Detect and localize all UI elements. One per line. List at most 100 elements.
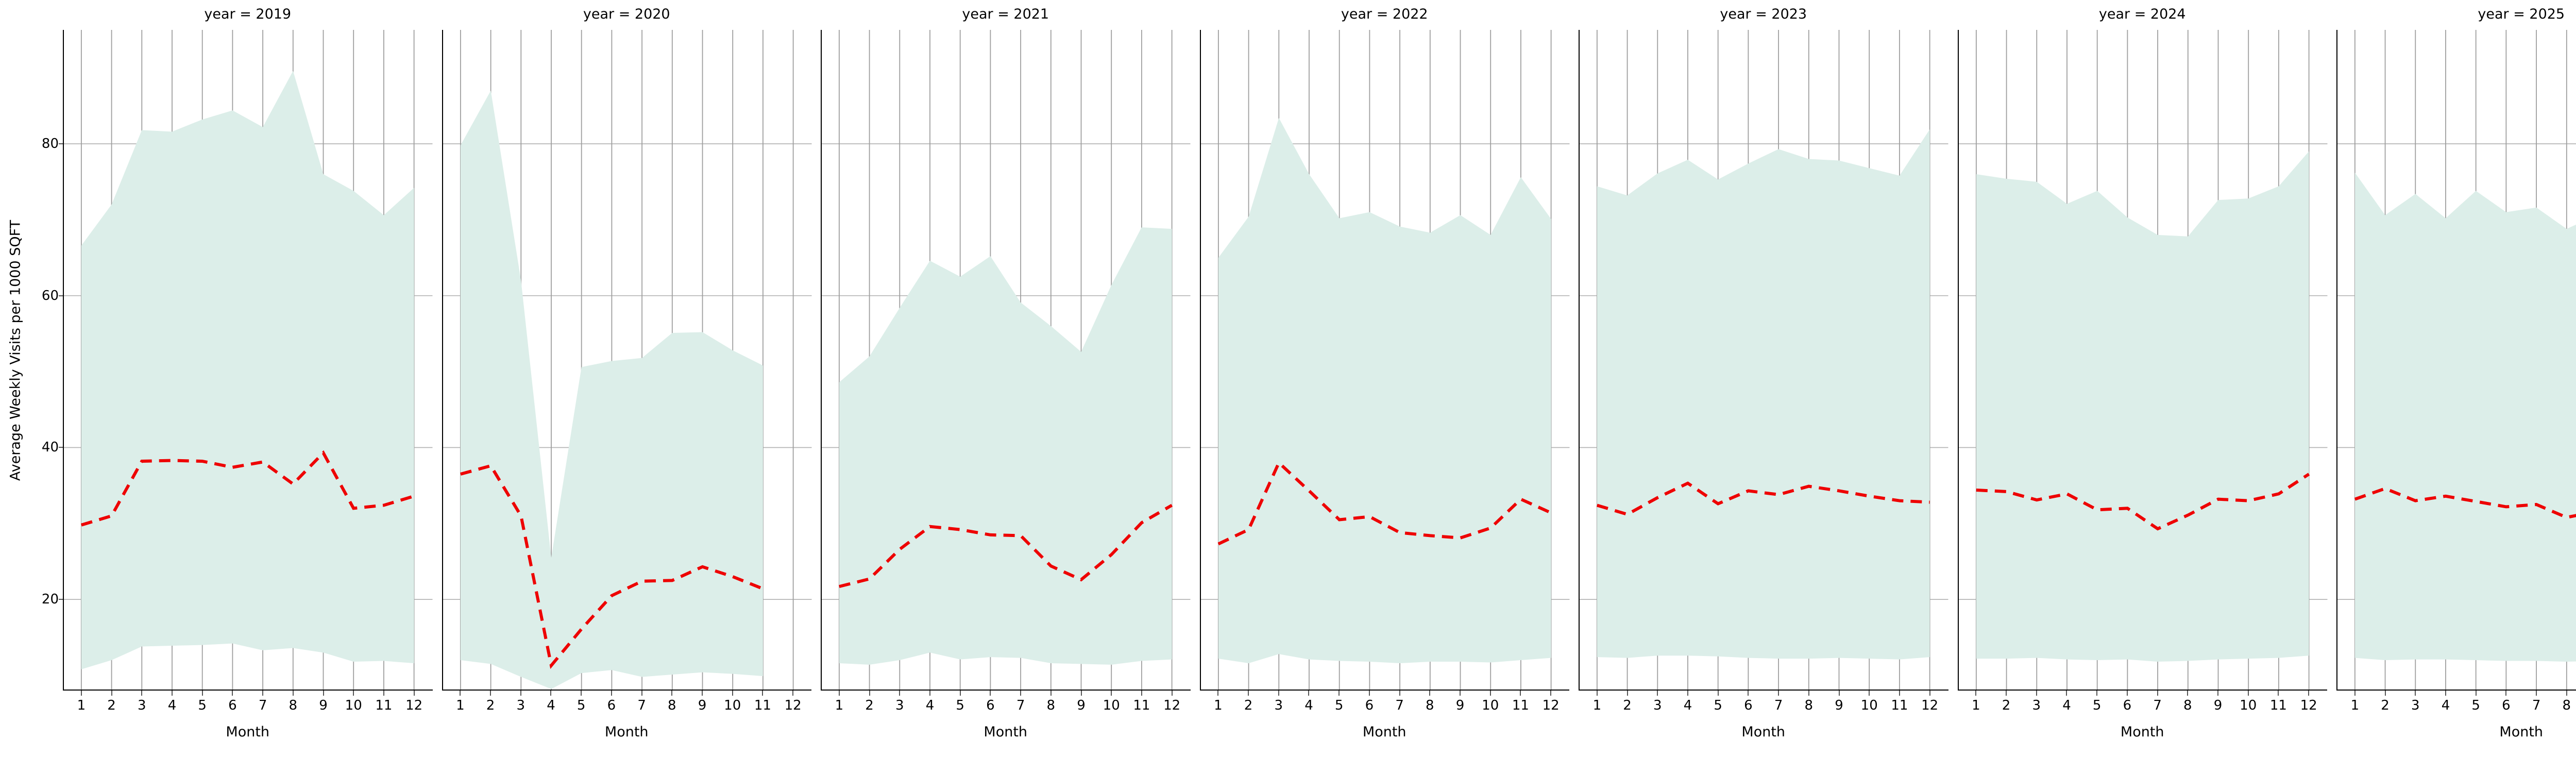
panel-title: year = 2021 [962,6,1049,22]
x-tick-label: 1 [2350,698,2360,713]
axis-spine-bottom [1199,690,1569,691]
x-tick-mark [171,691,173,696]
x-tick-mark [323,691,324,696]
x-tick-label: 7 [1774,698,1783,713]
x-tick-label: 11 [2269,698,2287,713]
x-tick-mark [1217,691,1219,696]
x-tick-mark [1808,691,1809,696]
x-tick-mark [1171,691,1173,696]
x-tick-label: 5 [2092,698,2102,713]
facet-panel-2019: year = 2019 1 2 3 4 5 6 7 8 9 10 11 12 Month [63,6,433,740]
x-tick-mark [292,691,294,696]
x-tick-label: 7 [2532,698,2541,713]
x-tick-label: 12 [405,698,423,713]
panel-title: year = 2025 [2478,6,2565,22]
y-tick-mark [59,143,64,145]
panel-plot-area [1957,30,2327,691]
x-tick-label: 1 [835,698,844,713]
x-tick-label: 9 [1835,698,1843,713]
percentile-band [460,90,763,690]
x-tick-mark [611,691,612,696]
panel-title: year = 2020 [583,6,670,22]
x-tick-mark [2308,691,2310,696]
x-tick-mark [1929,691,1930,696]
x-tick-label: 7 [637,698,646,713]
axis-spine-bottom [63,690,433,691]
x-tick-label: 2 [486,698,495,713]
panel-plot-area [1579,30,1948,691]
panel-plot-area [63,30,433,691]
x-tick-label: 12 [1921,698,1939,713]
x-tick-label: 9 [1455,698,1465,713]
x-tick-mark [1460,691,1461,696]
x-tick-mark [2536,691,2537,696]
facet-panel-2024: year = 2024 1 2 3 4 5 6 7 8 9 10 11 12 Month [1957,6,2327,740]
percentile-band [839,227,1172,665]
x-tick-mark [1278,691,1279,696]
x-tick-label: 5 [956,698,964,713]
x-tick-label: 4 [1304,698,1313,713]
x-tick-label: 1 [77,698,86,713]
x-tick-label: 1 [456,698,465,713]
y-axis-label-text: Average Weekly Visits per 1000 SQFT [7,220,24,481]
panel-row: year = 2019 1 2 3 4 5 6 7 8 9 10 11 12 Month year = 20… [63,6,2576,740]
x-tick-mark [2006,691,2007,696]
x-tick-mark [1748,691,1749,696]
x-tick-mark [262,691,264,696]
percentile-band [81,71,414,669]
x-tick-mark [2445,691,2446,696]
x-axis-label: Month [226,724,270,740]
panel-plot-area [1199,30,1569,691]
x-tick-mark [2354,691,2355,696]
x-tick-label: 3 [138,698,146,713]
x-tick-label: 4 [925,698,935,713]
x-tick-mark [1399,691,1400,696]
x-tick-mark [1778,691,1780,696]
x-tick-label: 2 [865,698,874,713]
x-tick-label: 1 [1592,698,1602,713]
x-tick-label: 9 [698,698,707,713]
x-tick-label: 2 [2002,698,2011,713]
x-tick-mark [2415,691,2416,696]
x-tick-label: 3 [1653,698,1662,713]
panel-plot-area [821,30,1191,691]
x-tick-label: 5 [577,698,586,713]
axis-spine-left [2336,30,2337,691]
x-tick-mark [201,691,203,696]
x-tick-label: 8 [1804,698,1814,713]
axis-spine-bottom [821,690,1191,691]
x-tick-label: 4 [167,698,177,713]
x-tick-mark [702,691,703,696]
x-tick-mark [869,691,870,696]
percentile-band [1218,117,1551,663]
x-tick-label: 7 [1395,698,1404,713]
axis-spine-left [63,30,64,691]
x-tick-label: 1 [1214,698,1223,713]
x-axis-label: Month [1741,724,1786,740]
x-tick-label: 3 [2411,698,2420,713]
x-tick-mark [2126,691,2128,696]
panel-plot-area [2336,30,2576,691]
x-tick-label: 10 [1860,698,1878,713]
x-tick-label: 4 [2062,698,2071,713]
x-tick-mark [1975,691,1977,696]
y-tick-label: 60 [41,288,59,304]
x-tick-label: 3 [1274,698,1283,713]
x-tick-mark [732,691,733,696]
x-tick-mark [2066,691,2067,696]
x-tick-label: 12 [2300,698,2317,713]
x-tick-label: 6 [607,698,616,713]
x-tick-label: 12 [1163,698,1181,713]
x-axis-label: Month [984,724,1028,740]
x-tick-mark [792,691,794,696]
axis-spine-bottom [2336,690,2576,691]
x-tick-label: 8 [2562,698,2571,713]
x-tick-mark [990,691,991,696]
x-tick-mark [2505,691,2507,696]
x-tick-mark [1489,691,1491,696]
x-tick-mark [1838,691,1840,696]
panel-plot-area [442,30,811,691]
x-tick-label: 7 [1016,698,1025,713]
x-axis-label: Month [2499,724,2544,740]
x-tick-label: 9 [319,698,328,713]
